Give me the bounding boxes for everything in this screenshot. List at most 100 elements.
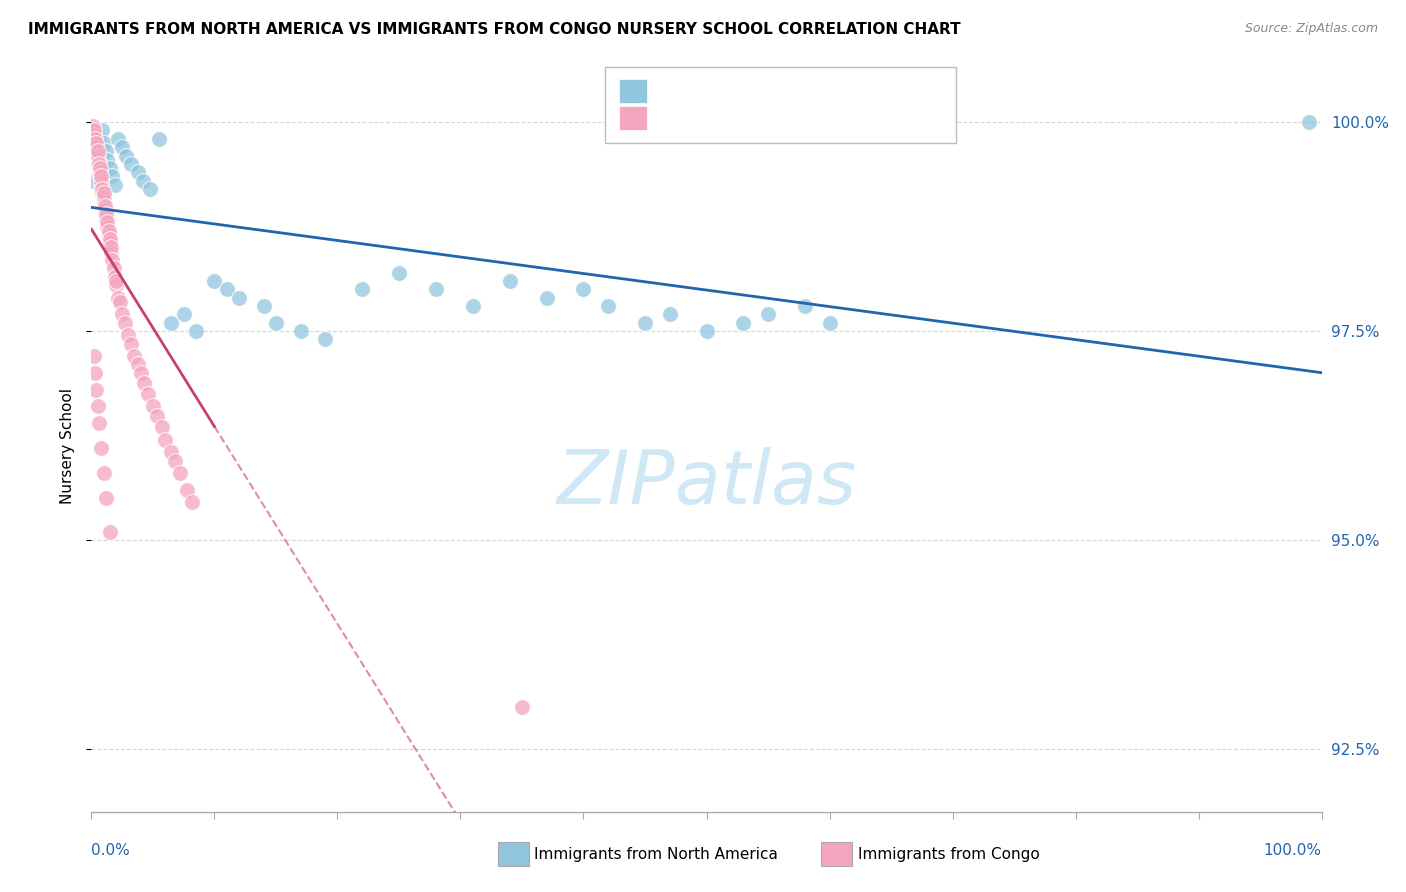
- Point: [134, 376, 156, 390]
- Point: [314, 333, 336, 347]
- Point: [93, 186, 115, 201]
- Point: [104, 178, 127, 192]
- Point: [86, 145, 108, 159]
- Point: [120, 336, 142, 351]
- Point: [111, 140, 134, 154]
- Point: [89, 161, 111, 175]
- Point: [89, 165, 111, 179]
- Point: [105, 278, 127, 293]
- Point: [96, 215, 118, 229]
- Point: [105, 274, 127, 288]
- Point: [117, 328, 139, 343]
- Point: [84, 366, 107, 380]
- Point: [82, 173, 104, 187]
- Point: [142, 399, 165, 413]
- Point: [83, 136, 105, 150]
- Text: Source: ZipAtlas.com: Source: ZipAtlas.com: [1244, 22, 1378, 36]
- Point: [114, 316, 136, 330]
- Point: [148, 132, 170, 146]
- Text: IMMIGRANTS FROM NORTH AMERICA VS IMMIGRANTS FROM CONGO NURSERY SCHOOL CORRELATIO: IMMIGRANTS FROM NORTH AMERICA VS IMMIGRA…: [28, 22, 960, 37]
- Point: [264, 316, 287, 330]
- Point: [86, 383, 108, 397]
- Point: [153, 433, 177, 447]
- Point: [1298, 115, 1320, 129]
- Point: [124, 349, 146, 363]
- Point: [82, 120, 104, 134]
- Point: [98, 232, 121, 246]
- Point: [139, 182, 162, 196]
- Point: [132, 173, 155, 187]
- Point: [634, 316, 657, 330]
- Point: [101, 252, 124, 267]
- Point: [87, 157, 110, 171]
- Point: [290, 324, 312, 338]
- Point: [96, 153, 118, 167]
- Point: [89, 169, 111, 184]
- Point: [86, 148, 108, 162]
- Point: [184, 324, 207, 338]
- Point: [793, 299, 815, 313]
- Point: [425, 282, 447, 296]
- Point: [101, 169, 124, 184]
- Point: [145, 409, 167, 424]
- Point: [173, 307, 195, 321]
- Point: [120, 157, 142, 171]
- Point: [96, 491, 117, 506]
- Point: [84, 140, 107, 154]
- Point: [160, 316, 183, 330]
- Point: [87, 140, 110, 154]
- Text: Immigrants from North America: Immigrants from North America: [534, 847, 778, 862]
- Point: [97, 227, 120, 242]
- Point: [510, 700, 533, 714]
- Point: [756, 307, 779, 321]
- Point: [91, 186, 114, 201]
- Point: [136, 386, 159, 401]
- Point: [536, 291, 558, 305]
- Point: [98, 236, 121, 251]
- Point: [93, 466, 115, 480]
- Point: [84, 145, 107, 159]
- Point: [127, 165, 149, 179]
- Point: [84, 132, 107, 146]
- Text: ZIPatlas: ZIPatlas: [557, 447, 856, 518]
- Point: [97, 224, 120, 238]
- Point: [160, 445, 183, 459]
- Point: [87, 161, 110, 175]
- Point: [86, 153, 108, 167]
- Point: [176, 483, 198, 497]
- Point: [103, 261, 125, 276]
- Point: [90, 178, 112, 192]
- Point: [83, 132, 105, 146]
- Point: [107, 132, 129, 146]
- Point: [84, 157, 107, 171]
- Point: [86, 145, 108, 159]
- Point: [108, 294, 131, 309]
- Point: [83, 128, 105, 142]
- Point: [202, 274, 225, 288]
- Point: [93, 136, 115, 150]
- Point: [86, 132, 108, 146]
- Point: [86, 399, 108, 413]
- Point: [86, 136, 108, 150]
- Point: [86, 157, 108, 171]
- Point: [181, 495, 204, 509]
- Point: [695, 324, 717, 338]
- Text: R = -0.334   N = 80: R = -0.334 N = 80: [654, 112, 827, 126]
- Point: [150, 420, 173, 434]
- Point: [87, 416, 110, 430]
- Point: [89, 148, 111, 162]
- Point: [100, 240, 122, 254]
- Point: [107, 291, 129, 305]
- Point: [90, 169, 112, 184]
- Y-axis label: Nursery School: Nursery School: [60, 388, 76, 504]
- Point: [98, 161, 121, 175]
- Point: [498, 274, 520, 288]
- Point: [87, 165, 110, 179]
- Point: [93, 194, 115, 209]
- Point: [84, 136, 107, 150]
- Point: [86, 140, 108, 154]
- Point: [100, 244, 122, 259]
- Point: [129, 366, 152, 380]
- Point: [96, 145, 117, 159]
- Point: [91, 182, 114, 196]
